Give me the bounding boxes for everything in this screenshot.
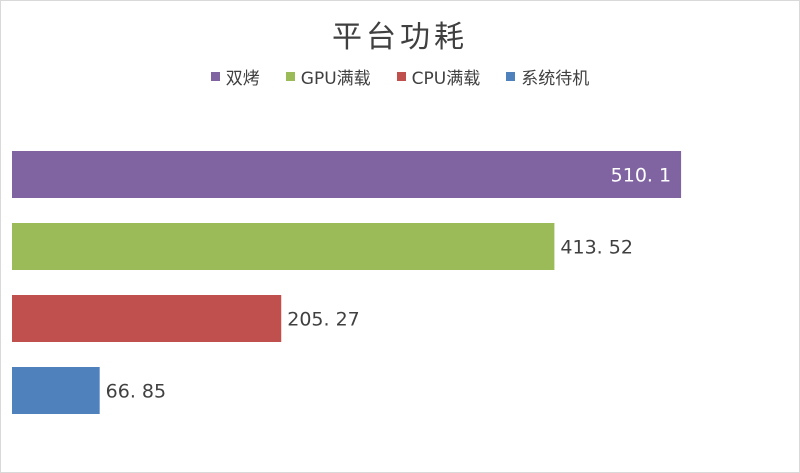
- legend-item-0: 双烤: [210, 64, 260, 89]
- legend-label-1: GPU满载: [300, 69, 371, 89]
- legend-item-3: 系统待机: [506, 64, 589, 89]
- bar-0: [12, 151, 682, 198]
- chart-title: 平台功耗: [332, 20, 468, 55]
- legend-swatch-0: [210, 72, 220, 81]
- legend-label-3: 系统待机: [521, 69, 590, 89]
- legend-swatch-3: [506, 72, 516, 81]
- legend-swatch-2: [396, 72, 406, 81]
- bar-2: [12, 295, 282, 342]
- legend-label-2: CPU满载: [411, 69, 481, 89]
- bar-1: [12, 223, 555, 270]
- legend-item-1: GPU满载: [285, 64, 371, 89]
- legend-swatch-1: [285, 72, 295, 81]
- legend-item-2: CPU满载: [396, 64, 481, 89]
- legend: 双烤 GPU满载 CPU满载 系统待机: [0, 64, 800, 89]
- bar-3: [12, 367, 100, 414]
- legend-label-0: 双烤: [225, 69, 260, 89]
- data-label-2: 205. 27: [287, 309, 360, 331]
- data-label-3: 66. 85: [106, 381, 166, 403]
- data-label-1: 413. 52: [560, 237, 633, 259]
- data-label-0: 510. 1: [611, 165, 671, 187]
